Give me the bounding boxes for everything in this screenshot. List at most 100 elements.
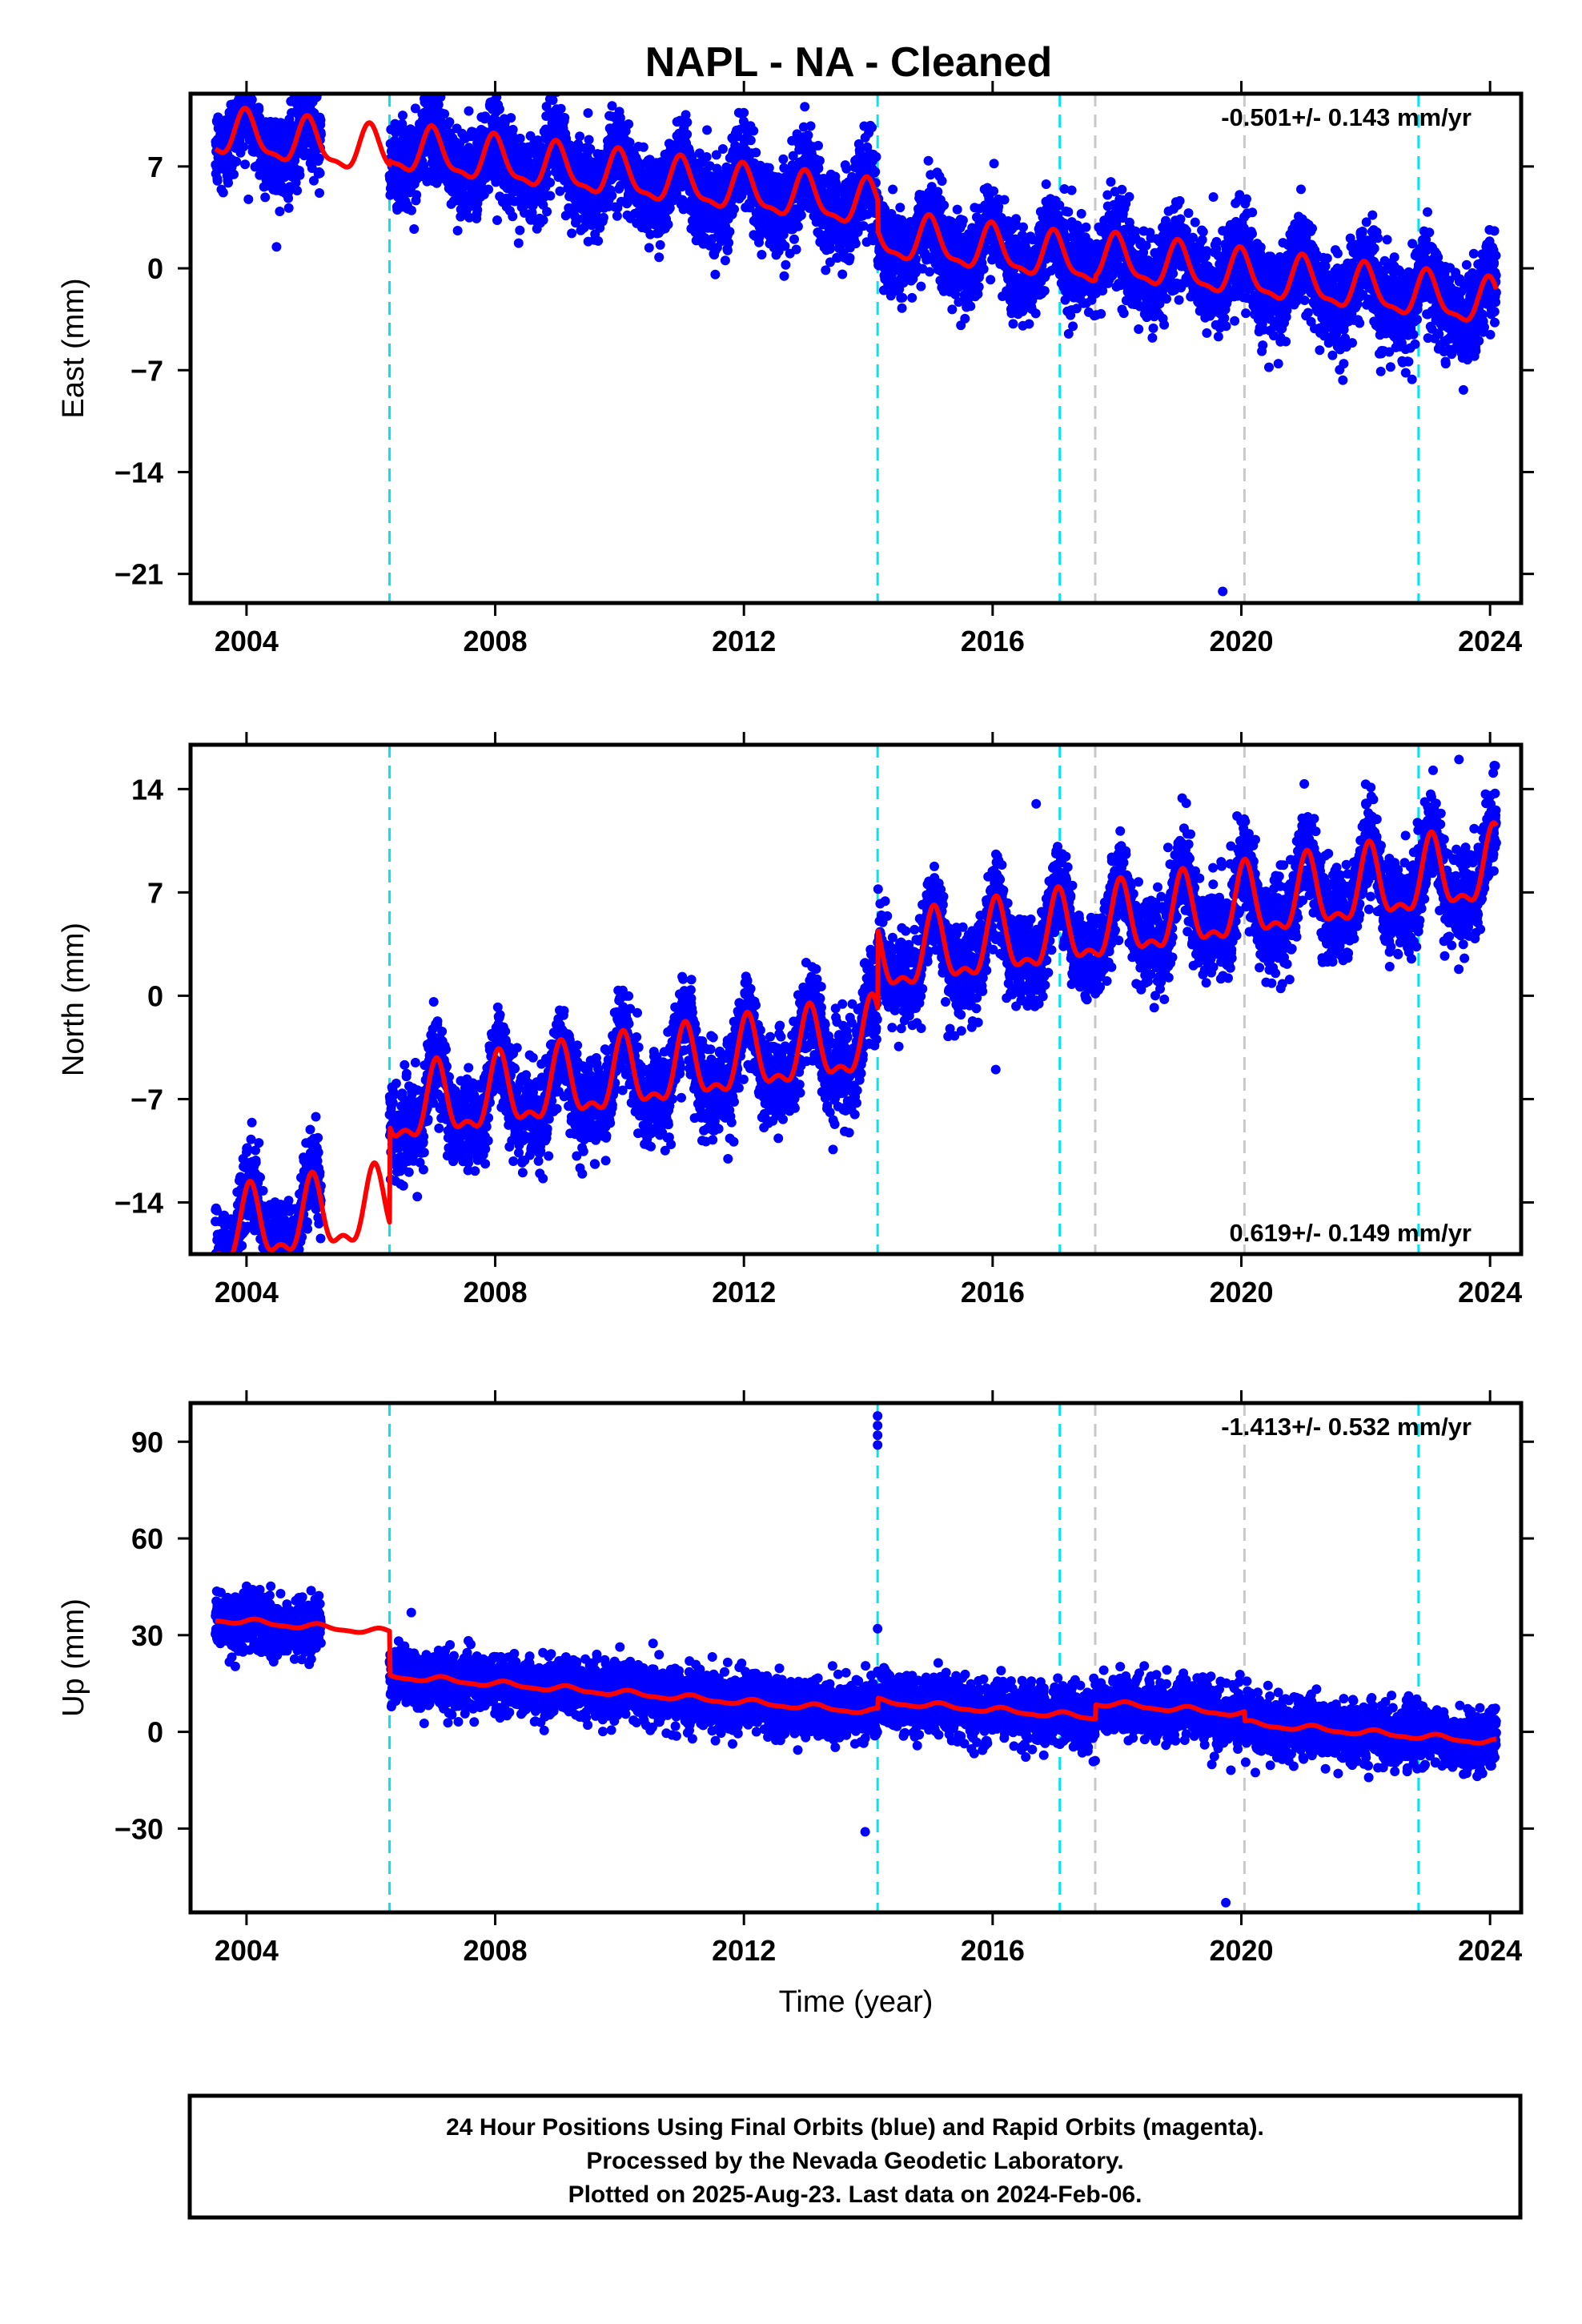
data-point [508,211,518,222]
data-point [1106,177,1116,187]
data-point [916,281,926,292]
data-point [464,212,475,223]
data-point [682,117,693,127]
data-point [545,191,556,201]
data-point [781,259,791,270]
data-point [212,175,223,186]
data-point [793,221,803,231]
data-point [850,239,861,249]
data-point [751,147,761,158]
data-point [607,191,617,201]
data-point [845,253,855,263]
data-point [291,178,301,187]
data-point [1076,208,1086,219]
data-point [779,271,789,281]
data-point [717,144,728,154]
data-point [494,104,504,115]
data-point [814,155,825,166]
data-point [271,242,282,252]
data-point [542,207,552,217]
data-point [682,129,693,139]
data-point [989,159,999,169]
data-point [515,133,525,143]
data-point [412,190,422,200]
data-point [841,163,852,174]
data-point [292,186,303,195]
data-point [556,103,566,114]
data-point [545,178,556,187]
data-point [1018,222,1028,232]
data-point [567,228,577,239]
data-point [720,255,730,266]
data-point [805,121,816,131]
data-point [867,123,877,133]
data-point [974,282,984,292]
data-point [283,203,294,213]
data-point [778,229,789,239]
data-point [638,142,648,152]
data-point [1096,308,1106,319]
data-point [1066,185,1077,195]
data-point [813,140,823,151]
data-point [749,126,759,136]
data-point [583,108,593,119]
data-point [960,313,970,324]
data-point [1118,308,1129,319]
data-point [1008,319,1018,329]
data-point [239,142,249,152]
data-point [433,99,444,110]
data-point [1030,308,1041,319]
data-point [725,227,735,237]
data-point [1081,222,1091,232]
data-point [796,210,806,220]
data-point [275,207,285,216]
data-point [538,215,548,225]
data-point [309,175,319,186]
data-point [575,131,585,142]
data-point [1024,319,1034,329]
data-point [871,151,881,162]
data-point [663,219,673,230]
data-point [888,184,898,195]
data-point [724,238,734,248]
data-point [710,269,721,279]
data-point [593,235,604,246]
data-point [702,125,713,135]
data-point [937,176,947,186]
data-point [440,109,450,119]
data-point [739,107,749,118]
data-point [925,267,935,277]
data-point [484,184,494,195]
data-point [789,234,799,244]
data-point [757,250,767,259]
data-point [407,205,416,215]
data-point [644,243,654,253]
data-point [803,130,813,140]
data-point [933,187,943,197]
chart-title: NAPL - NA - Cleaned [645,39,1053,86]
data-point [315,188,324,198]
data-point [419,160,429,171]
data-point [260,192,271,203]
data-point [958,215,968,226]
data-point [315,115,326,125]
data-point [778,154,789,164]
data-point [895,203,905,213]
data-point [1124,191,1134,202]
data-point [729,204,739,215]
data-point [624,119,634,129]
data-point [655,239,665,250]
data-point [897,292,908,303]
data-point [480,111,491,122]
data-point [548,95,558,106]
data-point [897,303,907,313]
data-point [315,168,325,179]
data-point [939,200,950,211]
data-point [978,264,989,274]
data-point [999,195,1010,205]
data-point [515,225,525,235]
data-point [800,102,810,112]
